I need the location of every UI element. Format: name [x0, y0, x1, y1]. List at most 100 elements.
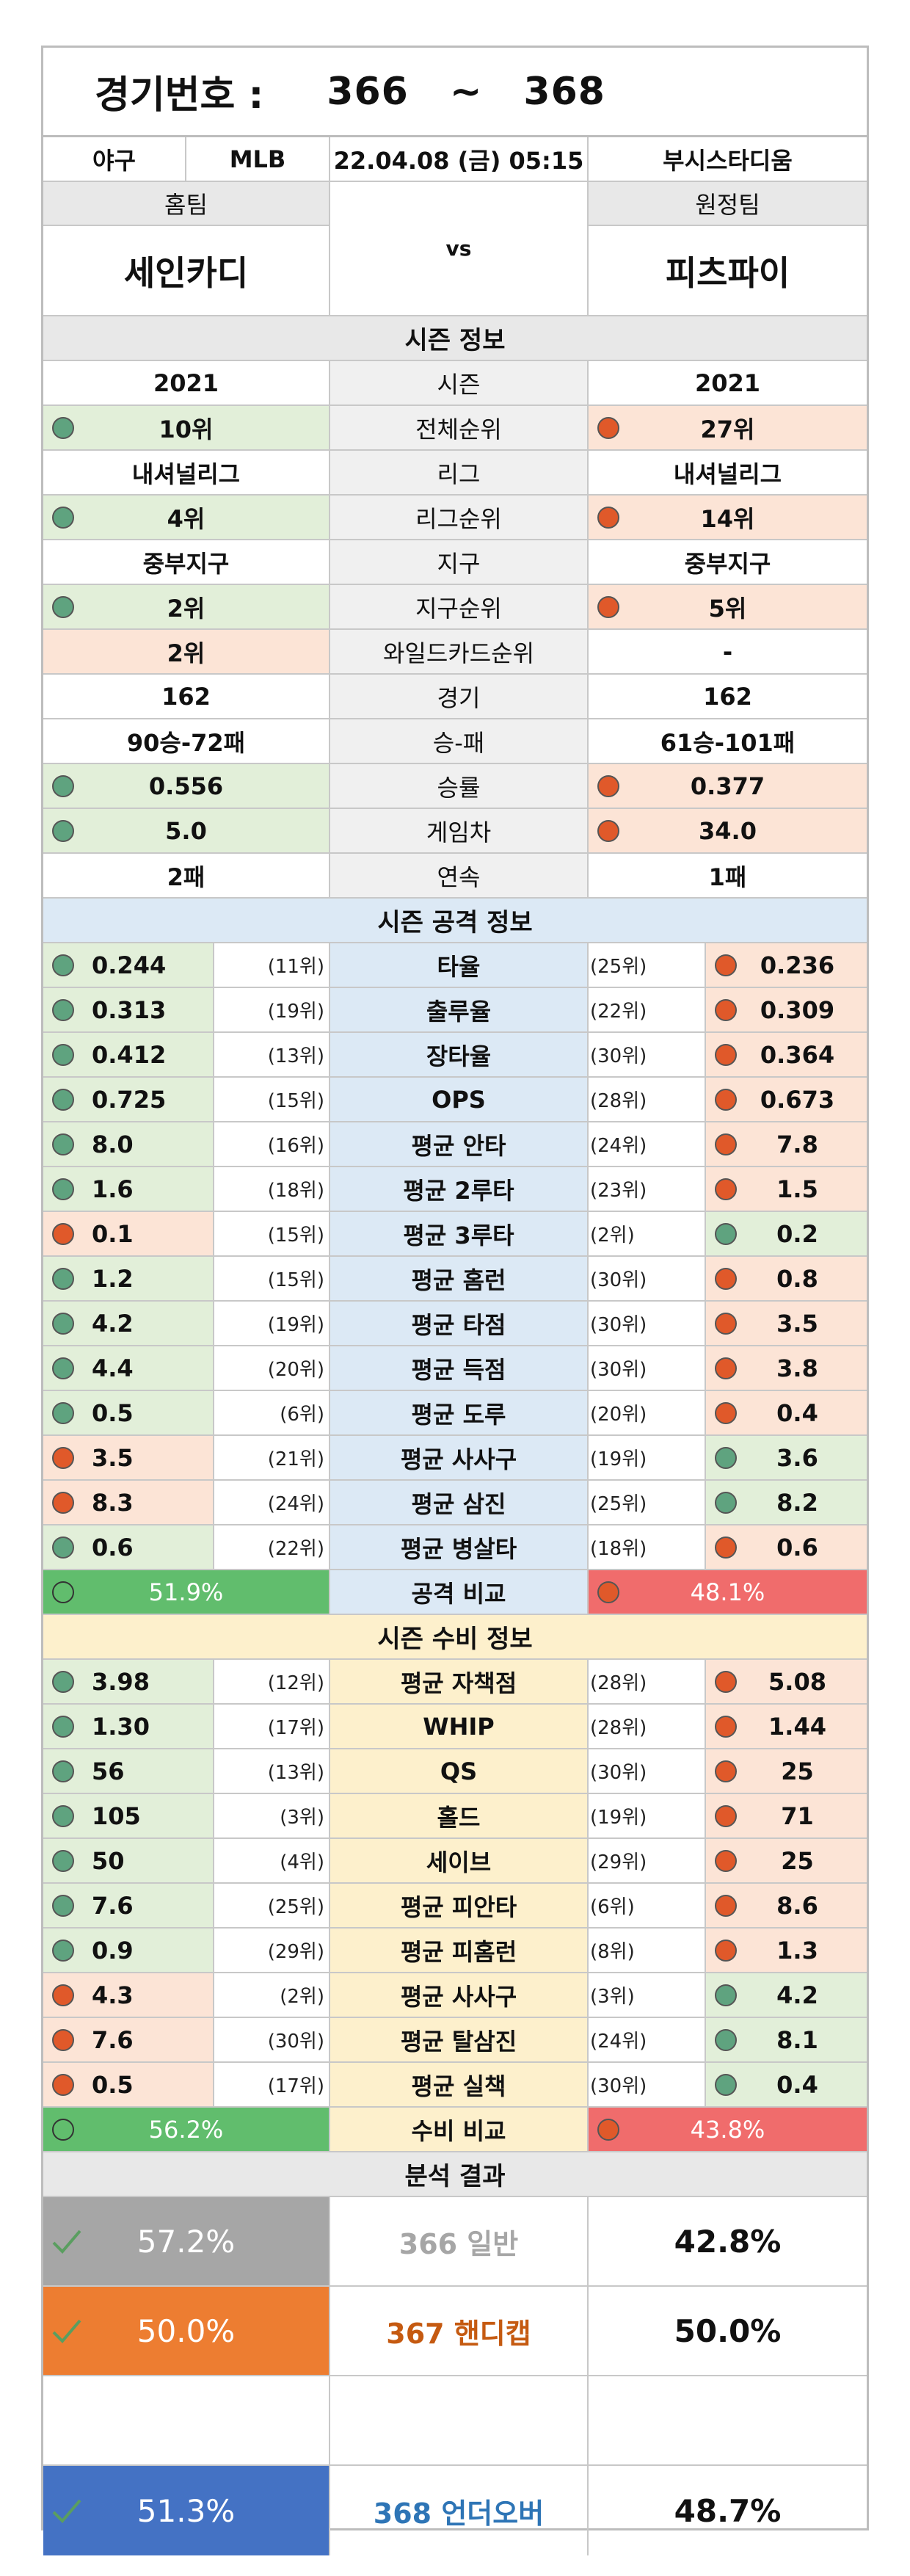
season-away-value: 14위	[700, 504, 755, 533]
home-team-label: 홈팀	[43, 182, 329, 226]
defense-info-table: 3.98 (12위) 평균 자책점 (28위) 5.08 1.30 (17위) WHIP (28…	[43, 1660, 867, 2108]
offense-stat-label: 평균 도루	[330, 1391, 589, 1434]
defense-home-value: 4.3	[43, 1973, 214, 2017]
season-home-cell: 90승-72패	[43, 719, 330, 763]
offense-away-value: 1.5	[706, 1167, 867, 1211]
circle-icon	[597, 819, 619, 842]
defense-home-number: 105	[92, 1802, 141, 1830]
season-label: 리그	[330, 451, 589, 494]
circle-icon	[52, 1894, 74, 1917]
match-number-label: 경기번호 :	[95, 73, 264, 117]
defense-row: 0.9 (29위) 평균 피홈런 (8위) 1.3	[43, 1929, 867, 1973]
circle-icon	[597, 506, 619, 529]
offense-home-value: 1.2	[43, 1257, 214, 1300]
offense-away-value: 0.364	[706, 1033, 867, 1076]
defense-away-rank: (19위)	[589, 1794, 706, 1837]
analysis-home-pct: 51.3%	[43, 2466, 330, 2555]
circle-icon	[715, 2028, 737, 2051]
check-icon	[52, 2499, 81, 2523]
circle-icon	[597, 774, 619, 797]
away-team-column: 원정팀 피츠파이	[589, 182, 867, 315]
match-number-header: 경기번호 : 366 ~368	[43, 48, 867, 137]
offense-stat-label: 평균 2루타	[330, 1167, 589, 1211]
offense-away-rank: (23위)	[589, 1167, 706, 1211]
offense-away-number: 1.5	[776, 1175, 818, 1203]
offense-home-number: 8.0	[92, 1130, 134, 1158]
offense-away-value: 8.2	[706, 1481, 867, 1524]
home-team-name: 세인카디	[123, 253, 249, 293]
circle-icon	[52, 1849, 74, 1872]
season-home-value: 5.0	[165, 816, 207, 845]
offense-stat-label: 평균 홈런	[330, 1257, 589, 1300]
analysis-away-pct: 48.7%	[674, 2492, 782, 2529]
defense-away-rank: (28위)	[589, 1660, 706, 1703]
defense-compare-home: 56.2%	[43, 2108, 330, 2151]
check-icon	[52, 2229, 81, 2254]
season-label: 승률	[330, 764, 589, 808]
analysis-bet-label: 366 일반	[330, 2197, 589, 2285]
season-home-value: 2021	[153, 369, 219, 397]
defense-away-rank: (24위)	[589, 2018, 706, 2061]
defense-away-rank: (30위)	[589, 1749, 706, 1793]
circle-icon	[715, 1178, 737, 1200]
circle-icon	[597, 416, 619, 439]
offense-away-rank: (19위)	[589, 1436, 706, 1479]
league-cell: MLB	[186, 137, 330, 181]
away-team-name: 피츠파이	[665, 253, 790, 293]
offense-away-rank: (2위)	[589, 1212, 706, 1255]
season-home-cell: 내셔널리그	[43, 451, 330, 494]
offense-compare-away: 48.1%	[589, 1570, 867, 1614]
season-home-value: 4위	[167, 504, 205, 533]
season-home-value: 0.556	[148, 772, 224, 800]
defense-stat-label: 평균 자책점	[330, 1660, 589, 1703]
circle-icon	[715, 1536, 737, 1559]
home-team-column: 홈팀 세인카디	[43, 182, 330, 315]
defense-home-number: 50	[92, 1846, 125, 1875]
defense-away-value: 1.3	[706, 1929, 867, 1972]
offense-home-rank: (6위)	[214, 1391, 330, 1434]
season-away-cell: 61승-101패	[589, 719, 867, 763]
offense-home-number: 0.6	[92, 1533, 134, 1561]
offense-away-value: 0.673	[706, 1078, 867, 1121]
season-home-cell: 162	[43, 675, 330, 718]
season-away-cell: 1패	[589, 854, 867, 897]
circle-icon	[52, 1536, 74, 1559]
defense-home-value: 3.98	[43, 1660, 214, 1703]
offense-home-number: 8.3	[92, 1488, 134, 1517]
offense-row: 8.0 (16위) 평균 안타 (24위) 7.8	[43, 1122, 867, 1167]
season-row: 2위 지구순위 5위	[43, 585, 867, 630]
offense-away-value: 7.8	[706, 1122, 867, 1166]
circle-icon	[52, 2073, 74, 2096]
season-label: 게임차	[330, 809, 589, 852]
circle-icon	[52, 1581, 74, 1603]
offense-home-rank: (16위)	[214, 1122, 330, 1166]
season-away-cell: 5위	[589, 585, 867, 628]
circle-icon	[597, 1581, 619, 1603]
season-row: 2패 연속 1패	[43, 854, 867, 899]
offense-away-value: 3.6	[706, 1436, 867, 1479]
offense-home-rank: (15위)	[214, 1212, 330, 1255]
defense-row: 4.3 (2위) 평균 사사구 (3위) 4.2	[43, 1973, 867, 2018]
season-away-value: 5위	[708, 594, 747, 623]
defense-home-rank: (2위)	[214, 1973, 330, 2017]
offense-stat-label: OPS	[330, 1078, 589, 1121]
season-away-cell: 14위	[589, 496, 867, 539]
defense-away-number: 71	[781, 1802, 814, 1830]
teams-block: 홈팀 세인카디 vs 원정팀 피츠파이	[43, 182, 867, 316]
offense-info-table: 0.244 (11위) 타율 (25위) 0.236 0.313 (19위) 출루율 (22위)…	[43, 943, 867, 1570]
offense-away-value: 0.309	[706, 988, 867, 1031]
season-label: 경기	[330, 675, 589, 718]
defense-away-number: 4.2	[776, 1981, 818, 2009]
defense-away-number: 1.3	[776, 1936, 818, 1964]
offense-stat-label: 평균 안타	[330, 1122, 589, 1166]
offense-away-number: 3.8	[776, 1354, 818, 1382]
season-home-value: 내셔널리그	[131, 460, 241, 488]
defense-away-value: 0.4	[706, 2063, 867, 2106]
offense-home-number: 0.725	[92, 1085, 167, 1114]
offense-stat-label: 평균 삼진	[330, 1481, 589, 1524]
offense-home-number: 0.412	[92, 1040, 167, 1069]
offense-away-rank: (30위)	[589, 1033, 706, 1076]
offense-home-number: 0.1	[92, 1219, 134, 1248]
offense-home-value: 3.5	[43, 1436, 214, 1479]
defense-home-number: 0.5	[92, 2070, 134, 2099]
